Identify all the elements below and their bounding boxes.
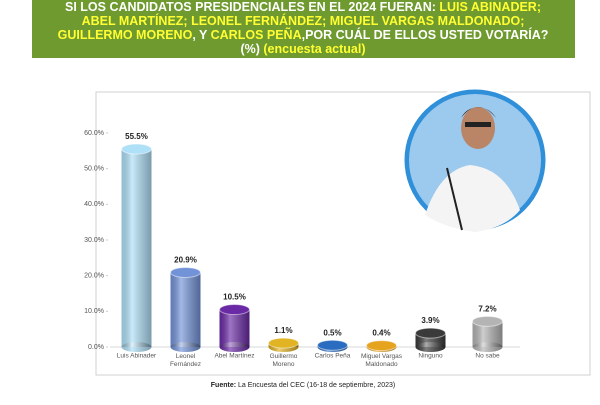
bar-top xyxy=(472,315,503,327)
bar-base-shade xyxy=(472,342,503,352)
bar-shade xyxy=(121,149,152,347)
source-note: Fuente: La Encuesta del CEC (16-18 de se… xyxy=(211,382,395,389)
header-segment: GUILLERMO MORENO xyxy=(58,28,193,42)
x-tick-label: Carlos Peña xyxy=(315,353,351,360)
header-segment: LUIS ABINADER; xyxy=(439,0,541,14)
y-tick-label: 30.0% xyxy=(84,237,104,244)
header-segment: ABEL MARTÍNEZ; LEONEL FERNÁNDEZ; MIGUEL … xyxy=(82,13,525,28)
bar-top xyxy=(268,337,299,349)
bar-top xyxy=(415,327,446,339)
bar-base-shade xyxy=(219,342,250,352)
x-tick-label: Miguel Vargas Maldonado xyxy=(361,353,403,368)
bar-base-shade xyxy=(415,342,446,352)
bar-top xyxy=(219,304,250,316)
bar-top xyxy=(317,339,348,351)
value-label: 0.4% xyxy=(372,329,390,338)
bar-top xyxy=(121,143,152,155)
bar-top xyxy=(366,340,397,352)
header-segment: ,POR CUÁL DE ELLOS USTED VOTARÍA? xyxy=(302,27,549,42)
y-tick-label: 40.0% xyxy=(84,201,104,208)
y-tick-label: 0.0% xyxy=(88,344,104,351)
header-segment: CARLOS PEÑA xyxy=(211,27,302,42)
header-segment: , Y xyxy=(192,28,210,42)
value-label: 7.2% xyxy=(478,304,496,313)
header-band xyxy=(32,0,575,58)
header-line: SI LOS CANDIDATOS PRESIDENCIALES EN EL 2… xyxy=(65,0,541,14)
x-tick-label: Guillermo Moreno xyxy=(270,353,298,368)
value-label: 10.5% xyxy=(223,293,246,302)
header-segment: (%) xyxy=(240,42,263,56)
value-label: 55.5% xyxy=(125,132,148,141)
x-tick-label: Luis Abinader xyxy=(117,353,157,360)
header-segment: SI LOS CANDIDATOS PRESIDENCIALES EN EL 2… xyxy=(65,0,439,14)
y-tick-label: 60.0% xyxy=(84,130,104,137)
x-tick-label: No sabe xyxy=(475,353,500,360)
bar-base-shade xyxy=(170,342,201,352)
header-line: (%) (encuesta actual) xyxy=(240,42,365,56)
value-label: 20.9% xyxy=(174,256,197,265)
bar-shade xyxy=(170,272,201,347)
header-segment: (encuesta actual) xyxy=(263,42,365,56)
x-tick-label: Leonel Fernández xyxy=(170,353,201,368)
x-tick-label: Ninguno xyxy=(418,353,443,360)
source-label: Fuente: xyxy=(211,382,236,389)
value-label: 0.5% xyxy=(323,328,341,337)
bar-top xyxy=(170,266,201,278)
y-tick-label: 50.0% xyxy=(84,166,104,173)
header-line: GUILLERMO MORENO, Y CARLOS PEÑA,POR CUÁL… xyxy=(58,27,549,42)
y-tick-label: 10.0% xyxy=(84,308,104,315)
value-label: 1.1% xyxy=(274,326,292,335)
bar-shade xyxy=(219,309,250,347)
y-tick-label: 20.0% xyxy=(84,273,104,280)
x-tick-label: Abel Martínez xyxy=(214,353,254,360)
bar-base-shade xyxy=(121,342,152,352)
header-line: ABEL MARTÍNEZ; LEONEL FERNÁNDEZ; MIGUEL … xyxy=(82,13,525,28)
source-text: La Encuesta del CEC (16-18 de septiembre… xyxy=(236,382,395,389)
photo xyxy=(401,86,549,234)
value-label: 3.9% xyxy=(421,316,439,325)
